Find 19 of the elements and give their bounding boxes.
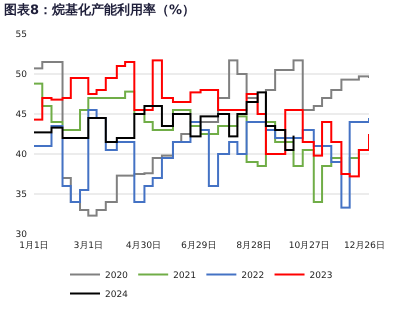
legend-label: 2023 bbox=[310, 271, 332, 282]
x-tick-label: 3月1日 bbox=[74, 241, 104, 251]
x-tick-label: 1月1日 bbox=[19, 241, 49, 251]
x-tick-label: 6月29日 bbox=[181, 241, 216, 251]
y-tick-label: 30 bbox=[16, 230, 28, 240]
legend-label: 2020 bbox=[105, 271, 128, 282]
y-tick-label: 35 bbox=[16, 190, 27, 200]
y-tick-label: 55 bbox=[16, 30, 27, 40]
y-tick-label: 40 bbox=[16, 150, 28, 160]
legend-label: 2024 bbox=[105, 290, 128, 300]
chart-title: 图表8：烷基化产能利用率（%） bbox=[4, 2, 196, 18]
x-tick-label: 10月27日 bbox=[288, 241, 330, 251]
x-tick-label: 4月30日 bbox=[126, 241, 162, 251]
legend-label: 2022 bbox=[241, 271, 264, 282]
y-tick-label: 50 bbox=[16, 70, 28, 80]
x-tick-label: 8月28日 bbox=[236, 241, 272, 251]
legend-label: 2021 bbox=[173, 271, 196, 282]
x-tick-label: 12月26日 bbox=[344, 241, 385, 251]
y-tick-label: 45 bbox=[16, 110, 27, 120]
